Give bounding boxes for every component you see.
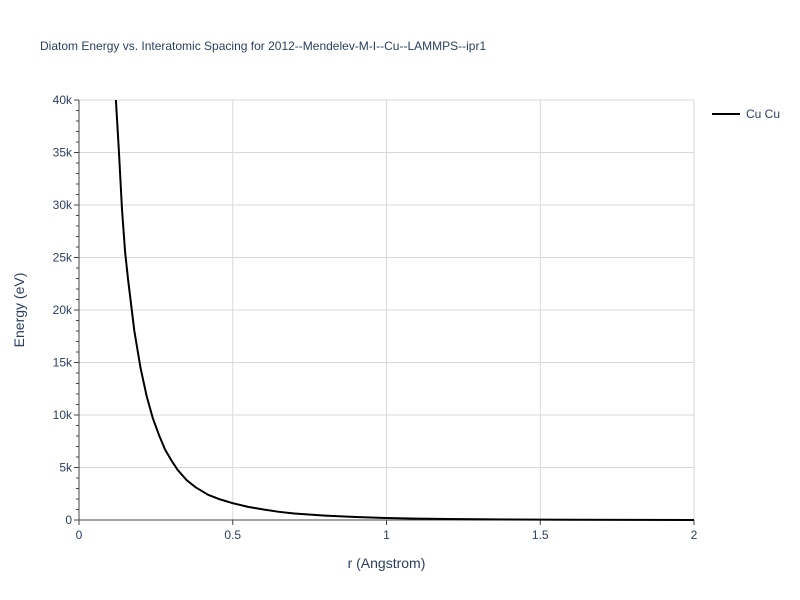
- y-tick-label: 30k: [53, 198, 73, 212]
- x-tick-label: 0: [76, 528, 83, 542]
- legend[interactable]: Cu Cu: [712, 107, 780, 121]
- x-tick-label: 0.5: [224, 528, 241, 542]
- series-line-cu-cu: [114, 99, 695, 521]
- y-tick-label: 25k: [53, 251, 73, 265]
- x-tick-label: 1.5: [532, 528, 549, 542]
- y-axis-title: Energy (eV): [11, 273, 27, 348]
- x-tick-label: 1: [383, 528, 390, 542]
- legend-label-cu-cu: Cu Cu: [746, 107, 780, 121]
- y-tick-label: 15k: [53, 356, 73, 370]
- y-tick-label: 40k: [53, 93, 73, 107]
- grid: [79, 99, 695, 520]
- y-tick-label: 10k: [53, 408, 73, 422]
- y-tick-labels: 0 5k 10k 15k 20k 25k 30k 35k 40k: [53, 93, 73, 527]
- x-axis-title: r (Angstrom): [348, 555, 426, 571]
- y-tick-label: 35k: [53, 146, 73, 160]
- y-minor-ticks: [74, 99, 79, 521]
- chart-title: Diatom Energy vs. Interatomic Spacing fo…: [40, 39, 486, 53]
- y-tick-label: 5k: [59, 461, 73, 475]
- y-tick-label: 0: [65, 513, 72, 527]
- plot-area: [114, 99, 695, 521]
- x-tick-label: 2: [691, 528, 698, 542]
- y-tick-label: 20k: [53, 303, 73, 317]
- x-tick-labels: 0 0.5 1 1.5 2: [76, 520, 698, 542]
